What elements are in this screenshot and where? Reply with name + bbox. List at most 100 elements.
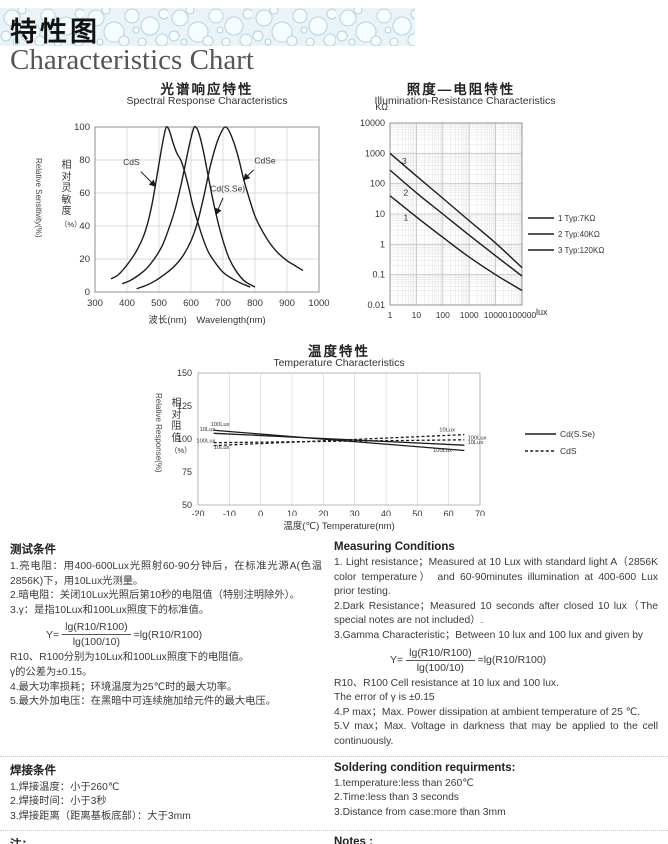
text-line: 2.Dark Resistance；Measured 10 seconds af… (334, 600, 658, 627)
y-tick-labels: 10000 1000 100 10 1 0.1 0.01 (360, 118, 385, 310)
text-line: The error of γ is ±0.15 (334, 692, 435, 704)
notes-en: Notes : 1.Here listed types are common o… (332, 836, 668, 844)
text-line: 1.焊接温度：小于260℃ (10, 781, 120, 793)
notes-zh: 注： 1.本规格书所列型号均为常规型号，可根据客户需求特别定制。 2. 请在规格… (0, 836, 332, 844)
formula-fraction: lg(R10/R100) lg(100/10) (62, 621, 131, 648)
y-axis-label-en: Relative Sensitivity(%) (34, 158, 43, 238)
temperature-chart: 温度特性 Temperature Characteristics Relativ… (80, 338, 600, 540)
x-axis-label: 波长(nm) Wavelength(nm) (148, 315, 266, 326)
annotation-arrow (215, 197, 224, 216)
chart-subtitle: Spectral Response Characteristics (126, 95, 288, 107)
y-axis-label-zh: 相对灵敏度 （%） (60, 160, 82, 230)
svg-text:-20: -20 (191, 509, 204, 516)
legend-label: 1 Typ:7KΩ (558, 214, 595, 223)
text-line: 3.Gamma Characteristic；Between 10 lux an… (334, 629, 644, 641)
y-tick-labels: 0 20 40 60 80 100 (74, 122, 90, 298)
svg-text:70: 70 (475, 509, 485, 516)
svg-text:900: 900 (279, 298, 295, 309)
plot-border (94, 126, 320, 293)
svg-text:500: 500 (151, 298, 167, 309)
legend-label: CdS (560, 446, 577, 456)
legend-label: 3 Typ:120KΩ (558, 246, 604, 255)
point-label: 100Lux (467, 435, 486, 441)
point-label: 10Lux (214, 445, 230, 451)
formula-lhs: Y= (390, 654, 404, 667)
formula-rhs: =lg(R10/R100) (133, 628, 203, 641)
formula-numerator: lg(R10/R100) (409, 646, 472, 659)
section-heading: Measuring Conditions (334, 541, 455, 553)
legend-label: 2 Typ:40KΩ (558, 230, 600, 239)
plot-border (197, 372, 481, 506)
text-line: R10、R100分别为10Lux和100Lux照度下的电阻值。 (10, 652, 250, 664)
svg-text:20: 20 (318, 509, 328, 516)
text-line: 1.temperature:less than 260℃ (334, 777, 474, 789)
svg-text:1: 1 (388, 310, 393, 320)
gamma-formula: Y= lg(R10/R100) lg(100/10) =lg(R10/R100) (390, 647, 658, 674)
annotation-arrow (242, 169, 255, 181)
svg-text:-10: -10 (223, 509, 236, 516)
svg-text:1000: 1000 (365, 148, 385, 158)
series-label-1: 1 (404, 213, 409, 223)
point-label: 10Lux (439, 428, 455, 434)
spectral-plot: 300 400 500 600 700 800 900 1000 0 20 40 60 80 100 CdS… (74, 122, 329, 309)
text-line: R10、R100 Cell resistance at 10 lux and 1… (334, 677, 559, 689)
svg-text:60: 60 (444, 509, 454, 516)
x-tick-labels: 1 10 100 1000 10000 100000 (388, 310, 537, 320)
formula-numerator: lg(R10/R100) (65, 621, 128, 634)
grid (389, 122, 523, 306)
section-heading: 焊接条件 (10, 764, 56, 777)
series-label-2: 2 (404, 188, 409, 198)
series-CdSe (136, 126, 304, 290)
section-divider (0, 830, 668, 832)
annotation-CdS: CdS (123, 157, 140, 167)
svg-text:150: 150 (177, 368, 192, 378)
legend: Cd(S.Se) CdS (525, 429, 595, 456)
series-label-3: 3 (402, 156, 407, 166)
svg-text:700: 700 (215, 298, 231, 309)
text-line: 2.Time:less than 3 seconds (334, 792, 459, 804)
series-CdS (110, 126, 251, 288)
spectral-response-chart: 光谱响应特性 Spectral Response Characteristics… (8, 76, 340, 342)
text-line: 5.最大外加电压：在黑暗中可连续施加给元件的最大电压。 (10, 696, 277, 708)
chart-title: 温度特性 (308, 344, 370, 359)
soldering-conditions-en: Soldering condition requirments: 1.tempe… (332, 762, 668, 825)
section-heading: Notes : (334, 836, 373, 844)
page-title-zh: 特性图 (10, 17, 100, 47)
temperature-plot: -20 -10 0 10 20 30 40 50 60 70 50 75 100 125 150 100Lux… (177, 368, 595, 516)
svg-text:1000: 1000 (308, 298, 329, 309)
svg-text:50: 50 (182, 500, 192, 510)
svg-text:10000: 10000 (484, 310, 508, 320)
svg-text:80: 80 (79, 155, 90, 166)
svg-text:100: 100 (74, 122, 90, 133)
grid (94, 126, 320, 293)
svg-text:10000: 10000 (360, 118, 385, 128)
section-heading: 测试条件 (10, 544, 56, 556)
series-Cd(S.Se) 10Lux (213, 432, 465, 446)
text-line: 1.亮电阻：用400-600Lux光照射60-90分钟后，在标准光源A(色温28… (10, 561, 322, 587)
svg-text:50: 50 (412, 509, 422, 516)
measuring-conditions-zh: 测试条件 1.亮电阻：用400-600Lux光照射60-90分钟后，在标准光源A… (0, 541, 332, 750)
y-axis-unit: KΩ (375, 102, 388, 112)
svg-text:75: 75 (182, 467, 192, 477)
page-title-en: Characteristics Chart (10, 44, 254, 76)
illumination-resistance-chart: 照度—电阻特性 Illumination-Resistance Characte… (340, 76, 668, 342)
y-tick-labels: 50 75 100 125 150 (177, 368, 192, 510)
series-1 (389, 195, 523, 292)
y-axis-label-en: Relative Response(%) (154, 393, 163, 473)
annotation-CdSe: CdSe (254, 155, 276, 165)
point-label: 100Lux (211, 422, 230, 428)
measuring-conditions-en: Measuring Conditions 1. Light resistance… (332, 541, 668, 750)
svg-text:0: 0 (85, 287, 90, 298)
x-tick-labels: -20 -10 0 10 20 30 40 50 60 70 (191, 509, 485, 516)
svg-text:10: 10 (412, 310, 422, 320)
text-line: 4.最大功率损耗；环境温度为25℃时的最大功率。 (10, 681, 238, 693)
point-label: 10Lux (467, 440, 483, 446)
section-divider (0, 755, 668, 757)
text-line: 2.暗电阻：关闭10Lux光照后第10秒的电阻值（特别注明除外）。 (10, 590, 301, 602)
plot-border (389, 122, 523, 306)
svg-text:100: 100 (177, 434, 192, 444)
svg-text:100: 100 (436, 310, 450, 320)
point-label: 10Lux (200, 427, 216, 433)
text-line: 3.焊接距离（距离基板底部）：大于3mm (10, 810, 191, 822)
